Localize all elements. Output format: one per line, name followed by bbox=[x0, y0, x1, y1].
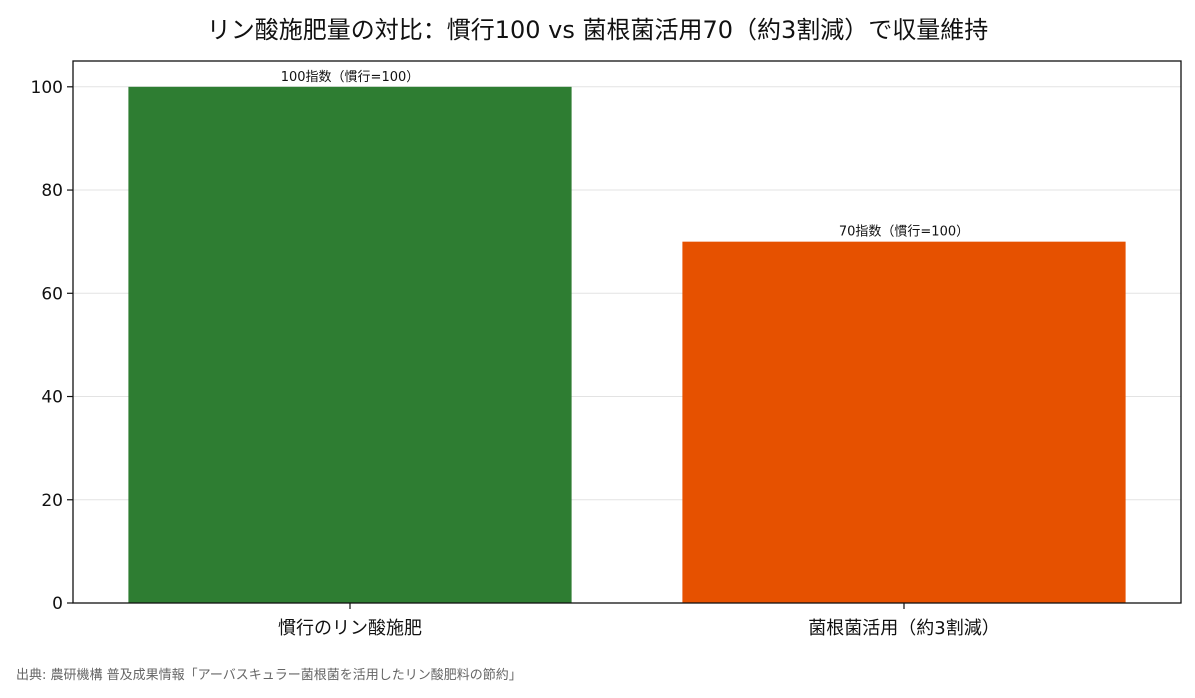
plot-frame bbox=[72, 60, 1182, 604]
bar bbox=[128, 86, 572, 604]
x-tick-label: 菌根菌活用（約3割減） bbox=[808, 618, 999, 639]
axes: 0 20 40 60 80 100 慣行のリン酸施肥 菌根菌活用（約3割減） bbox=[31, 78, 1000, 639]
y-tick-label: 0 bbox=[52, 594, 63, 614]
y-tick-label: 20 bbox=[41, 491, 63, 511]
bar bbox=[682, 241, 1126, 603]
y-tick-label: 40 bbox=[41, 388, 63, 408]
chart-title: リン酸施肥量の対比：慣行100 vs 菌根菌活用70（約3割減）で収量維持 bbox=[206, 16, 989, 44]
source-note: 出典: 農研機構 普及成果情報「アーバスキュラー菌根菌を活用したリン酸肥料の節約… bbox=[16, 668, 522, 683]
data-label: 100指数（慣行=100） bbox=[281, 69, 420, 85]
bars bbox=[128, 86, 1126, 604]
data-label: 70指数（慣行=100） bbox=[839, 224, 969, 240]
y-tick-label: 60 bbox=[41, 284, 63, 304]
y-tick-label: 100 bbox=[31, 78, 63, 98]
data-labels: 100指数（慣行=100） 70指数（慣行=100） bbox=[281, 69, 969, 240]
y-tick-label: 80 bbox=[41, 181, 63, 201]
x-tick-label: 慣行のリン酸施肥 bbox=[278, 618, 422, 639]
